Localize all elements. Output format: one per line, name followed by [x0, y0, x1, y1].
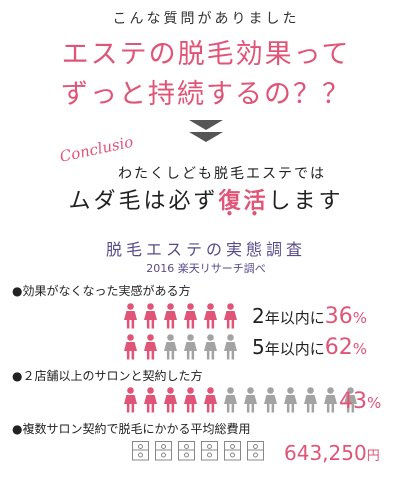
stat-5-years: 5年以内に62% — [252, 335, 367, 360]
stat-value: 43 — [339, 389, 367, 414]
person-icon — [164, 387, 177, 413]
stat-unit: % — [352, 340, 368, 358]
stat-years-suffix: 年以内に — [264, 340, 325, 358]
person-icon — [184, 303, 197, 329]
stat-unit: 円 — [366, 449, 380, 464]
conclusion-line-2-post: します — [268, 189, 344, 214]
person-icon — [244, 387, 257, 413]
stat-years-suffix: 年以内に — [264, 309, 325, 327]
person-icon — [204, 387, 217, 413]
person-icon — [284, 387, 297, 413]
conclusion-emphasis-2: 活 — [244, 189, 269, 214]
banknote-stack-icon — [224, 441, 241, 461]
item-3-bullet: ●複数サロン契約で脱毛にかかる平均総費用 — [12, 422, 251, 436]
person-icon — [164, 303, 177, 329]
person-icon — [224, 334, 237, 360]
stat-value: 36 — [324, 304, 353, 329]
person-icon — [164, 334, 177, 360]
stat-value: 643,250 — [284, 441, 367, 465]
bill-row — [132, 441, 264, 461]
person-icon — [184, 334, 197, 360]
figure-row — [123, 303, 238, 329]
stat-unit: % — [352, 309, 368, 327]
person-icon — [344, 387, 357, 413]
stat-2-years: 2年以内に36% — [252, 304, 367, 329]
question-line-1: エステの脱毛効果って — [61, 39, 351, 70]
person-icon — [304, 387, 317, 413]
item-2-bullet: ●２店舗以上のサロンと契約した方 — [12, 369, 203, 383]
figure-row — [123, 387, 358, 413]
person-icon — [184, 387, 197, 413]
stat-average-cost: 643,250円 — [284, 441, 380, 465]
conclusion-line-2: ムダ毛は必ず復活します — [0, 183, 412, 215]
person-icon — [144, 303, 157, 329]
person-icon — [324, 387, 337, 413]
survey-title: 脱毛エステの実態調査 — [105, 240, 306, 259]
conclusion-emphasis-1: 復 — [218, 189, 243, 214]
person-icon — [124, 334, 137, 360]
person-icon — [204, 334, 217, 360]
item-1-bullet: ●効果がなくなった実感がある方 — [12, 284, 191, 298]
stat-years-number: 5 — [252, 335, 265, 359]
person-icon — [224, 303, 237, 329]
banknote-stack-icon — [247, 441, 264, 461]
conclusion-line-2-pre: ムダ毛は必ず — [68, 189, 219, 214]
stat-value: 62 — [324, 335, 353, 360]
stat-multi-salon: 43% — [339, 389, 381, 414]
person-icon — [224, 387, 237, 413]
banknote-stack-icon — [155, 441, 172, 461]
figure-row — [123, 334, 238, 360]
banknote-stack-icon — [201, 441, 218, 461]
person-icon — [144, 387, 157, 413]
conclusion-line-1: わたくしども脱毛エステでは — [118, 166, 326, 182]
person-icon — [204, 303, 217, 329]
chevron-down-icon — [189, 120, 223, 142]
banknote-stack-icon — [132, 441, 149, 461]
conclusion-label: Conclusio — [58, 132, 135, 166]
banknote-stack-icon — [178, 441, 195, 461]
person-icon — [264, 387, 277, 413]
survey-subtitle: 2016 楽天リサーチ調べ — [146, 262, 266, 275]
person-icon — [124, 387, 137, 413]
person-icon — [144, 334, 157, 360]
question-intro: こんな質問がありました — [112, 11, 300, 27]
question-line-2: ずっと持続するの？？ — [61, 79, 351, 110]
person-icon — [124, 303, 137, 329]
stat-unit: % — [367, 394, 382, 412]
stat-years-number: 2 — [252, 304, 265, 328]
